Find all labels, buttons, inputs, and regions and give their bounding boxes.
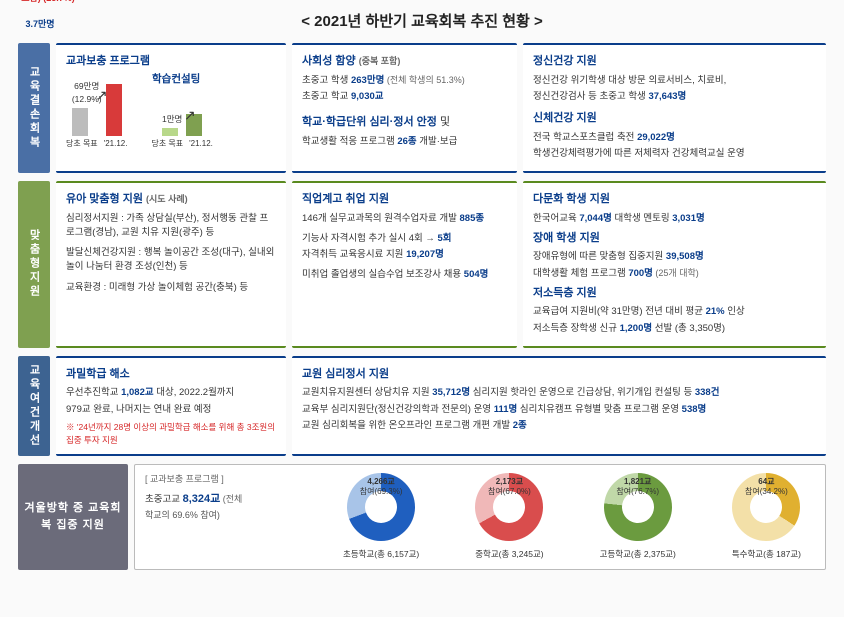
side-label-2: 맞춤형지원 [18, 181, 50, 348]
panel-multicultural: 다문화 학생 지원 한국어교육 7,044명 대학생 멘토링 3,031명 장애… [523, 181, 826, 348]
row-winter: 겨울방학 중 교육회복 집중 지원 [ 교과보충 프로그램 ] 초중고교 8,3… [18, 464, 826, 570]
h-mental: 정신건강 지원 [533, 53, 816, 70]
h-social: 사회성 함양 (중복 포함) [302, 53, 507, 70]
bar-red [106, 84, 122, 136]
panel-teacher-psych: 교원 심리정서 지원 교원치유지원센터 상담치유 지원 35,712명 심리지원… [292, 356, 826, 457]
panel-overcrowd: 과밀학급 해소 우선추진학교 1,082교 대상, 2022.2월까지 979교… [56, 356, 286, 457]
donut-chart: 4,266교참여(69.3%) 초등학교(총 6,157교) [343, 473, 419, 561]
winter-left: [ 교과보충 프로그램 ] 초중고교 8,324교 (전체 학교의 69.6% … [145, 473, 315, 561]
panel-vocational: 직업계고 취업 지원 146개 실무교과목의 원격수업자료 개발 885종 기능… [292, 181, 517, 348]
h-physical: 신체건강 지원 [533, 110, 816, 127]
donut-row: 4,266교참여(69.3%) 초등학교(총 6,157교) 2,173교참여(… [315, 473, 815, 561]
panel-winter: [ 교과보충 프로그램 ] 초중고교 8,324교 (전체 학교의 69.6% … [134, 464, 826, 570]
h-supplement: 교과보충 프로그램 [66, 53, 150, 70]
x2: '21.12. [104, 138, 128, 150]
arrow-icon: ↗ [96, 85, 108, 106]
panel-infant: 유아 맞춤형 지원 (시도 사례) 심리정서지원 : 가족 상담실(부산), 정… [56, 181, 286, 348]
row-conditions: 교육여건개선 과밀학급 해소 우선추진학교 1,082교 대상, 2022.2월… [18, 356, 826, 457]
bar-chart: 131만명(중복 포함) (25.7%) 69만명 (12.9%) ↗ 당초 목… [66, 78, 276, 150]
side-label-1: 교육결손회복 [18, 43, 50, 173]
bar-green-light [162, 128, 178, 136]
h-psych: 학교·학급단위 심리·정서 안정 및 [302, 114, 507, 131]
x3: 당초 목표 [151, 138, 183, 150]
bar2-top: 3.7만명 [10, 18, 70, 32]
row-edu-loss: 교육결손회복 교과보충 프로그램 131만명(중복 포함) (25.7%) 69… [18, 43, 826, 173]
donut-chart: 64교참여(34.2%) 특수학교(총 187교) [732, 473, 801, 561]
row-custom: 맞춤형지원 유아 맞춤형 지원 (시도 사례) 심리정서지원 : 가족 상담실(… [18, 181, 826, 348]
panel-social: 사회성 함양 (중복 포함) 초중고 학생 263만명 (전체 학생의 51.3… [292, 43, 517, 173]
side-label-3: 교육여건개선 [18, 356, 50, 457]
x1: 당초 목표 [66, 138, 98, 150]
arrow-icon: ↗ [184, 105, 196, 126]
x4: '21.12. [189, 138, 213, 150]
bar-gray-1 [72, 108, 88, 136]
side-label-4: 겨울방학 중 교육회복 집중 지원 [18, 464, 128, 570]
bar2-base: 1만명 [162, 113, 182, 126]
panel-health: 정신건강 지원 정신건강 위기학생 대상 방문 의료서비스, 치료비, 정신건강… [523, 43, 826, 173]
donut-chart: 1,821교참여(76.7%) 고등학교(총 2,375교) [600, 473, 676, 561]
bar1-top: 131만명(중복 포함) (25.7%) [18, 0, 78, 5]
page-title: < 2021년 하반기 교육회복 추진 현황 > [18, 10, 826, 31]
panel-supplement: 교과보충 프로그램 131만명(중복 포함) (25.7%) 69만명 (12.… [56, 43, 286, 173]
donut-chart: 2,173교참여(67.0%) 중학교(총 3,245교) [475, 473, 543, 561]
